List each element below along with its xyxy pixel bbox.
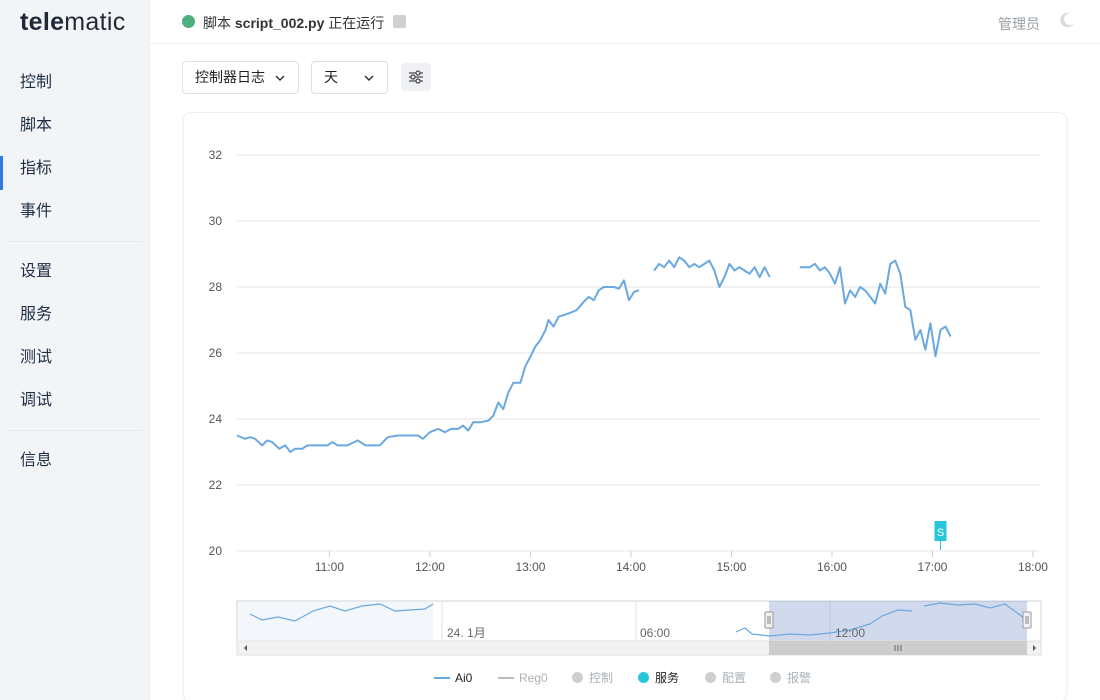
x-tick-label: 14:00 — [616, 560, 646, 574]
sidebar-item[interactable]: 调试 — [20, 392, 53, 409]
x-tick-label: 11:00 — [315, 560, 344, 574]
y-tick-label: 32 — [209, 148, 223, 162]
running-status-icon — [182, 15, 195, 28]
legend-label: 配置 — [722, 671, 747, 685]
x-tick-label: 16:00 — [817, 560, 847, 574]
sidebar-item[interactable]: 控制 — [20, 74, 53, 91]
x-tick-label: 18:00 — [1018, 560, 1048, 574]
series-line-ai0[interactable] — [799, 259, 952, 358]
scroll-right-icon[interactable] — [1033, 645, 1036, 651]
legend-dot-icon — [770, 672, 781, 684]
script-prefix: 脚本 — [203, 15, 231, 31]
script-status: 脚本 script_002.py 正在运行 — [203, 13, 384, 33]
chart-legend: Ai0 Reg0 控制 服务 配置 报警 — [0, 670, 1100, 688]
legend-label: 报警 — [787, 671, 812, 685]
x-tick-label: 15:00 — [716, 560, 746, 574]
legend-label: 服务 — [655, 671, 680, 685]
legend-line-icon — [498, 676, 514, 679]
sidebar-item[interactable]: 指标 — [0, 147, 150, 190]
y-tick-label: 24 — [209, 412, 223, 426]
navigator-label: 12:00 — [835, 626, 865, 640]
stop-script-button[interactable] — [393, 15, 406, 28]
sidebar-item[interactable]: 设置 — [20, 263, 53, 280]
chevron-down-icon — [364, 75, 374, 82]
y-tick-label: 22 — [209, 478, 223, 492]
sidebar-item[interactable]: 事件 — [20, 203, 53, 220]
x-tick-label: 17:00 — [917, 560, 947, 574]
navigator-handle[interactable] — [764, 611, 774, 629]
chart-settings-button[interactable] — [401, 63, 431, 91]
sidebar-nav: 控制脚本指标事件设置服务测试调试信息 — [0, 61, 150, 482]
app-logo[interactable]: telematic — [20, 8, 126, 37]
y-tick-label: 20 — [209, 544, 223, 558]
event-flag-label: S — [937, 527, 944, 539]
logo-rest: matic — [64, 8, 126, 36]
script-name: script_002.py — [234, 15, 325, 31]
top-bar: 脚本 script_002.py 正在运行 管理员 — [150, 0, 1100, 44]
sidebar-divider — [8, 241, 142, 242]
legend-item[interactable]: 报警 — [770, 670, 811, 686]
sidebar-item[interactable]: 服务 — [20, 306, 53, 323]
x-tick-label: 13:00 — [515, 560, 545, 574]
legend-label: 控制 — [589, 671, 614, 685]
log-source-select[interactable]: 控制器日志 — [182, 61, 299, 94]
series-line-ai0[interactable] — [653, 256, 771, 288]
user-name[interactable]: 管理员 — [998, 16, 1040, 32]
range-value: 天 — [324, 69, 338, 85]
navigator-label: 06:00 — [640, 626, 670, 640]
legend-item[interactable]: 服务 — [638, 670, 679, 686]
navigator-line — [923, 602, 1027, 621]
sidebar-item[interactable]: 脚本 — [20, 117, 53, 134]
script-state: 正在运行 — [328, 15, 385, 31]
range-select[interactable]: 天 — [311, 61, 388, 94]
legend-dot-icon — [705, 672, 716, 684]
log-source-value: 控制器日志 — [195, 69, 265, 85]
legend-item[interactable]: Ai0 — [434, 670, 472, 686]
legend-item[interactable]: 配置 — [705, 670, 746, 686]
navigator-label: 24. 1月 — [447, 626, 486, 640]
sidebar-item[interactable]: 测试 — [20, 349, 53, 366]
legend-line-icon — [434, 676, 450, 679]
sidebar: telematic 控制脚本指标事件设置服务测试调试信息 — [0, 0, 150, 700]
legend-label: Reg0 — [519, 671, 548, 685]
y-tick-label: 30 — [209, 214, 223, 228]
sidebar-divider — [8, 430, 142, 431]
y-tick-label: 26 — [209, 346, 223, 360]
legend-dot-icon — [638, 672, 649, 684]
y-tick-label: 28 — [209, 280, 223, 294]
logo-bold: tele — [20, 8, 65, 36]
sliders-icon — [409, 70, 423, 84]
series-line-ai0[interactable] — [236, 279, 640, 453]
x-tick-label: 12:00 — [415, 560, 445, 574]
legend-dot-icon — [572, 672, 583, 684]
legend-item[interactable]: Reg0 — [498, 670, 548, 686]
scroll-left-icon[interactable] — [244, 645, 247, 651]
event-flag[interactable] — [934, 521, 947, 541]
navigator-line — [735, 609, 913, 637]
navigator-line-history — [249, 603, 434, 622]
sidebar-item[interactable]: 信息 — [20, 452, 53, 469]
legend-label: Ai0 — [455, 671, 473, 685]
navigator-handle[interactable] — [1022, 611, 1032, 629]
legend-item[interactable]: 控制 — [572, 670, 613, 686]
chevron-down-icon — [275, 75, 285, 82]
moon-icon[interactable] — [1058, 11, 1076, 29]
